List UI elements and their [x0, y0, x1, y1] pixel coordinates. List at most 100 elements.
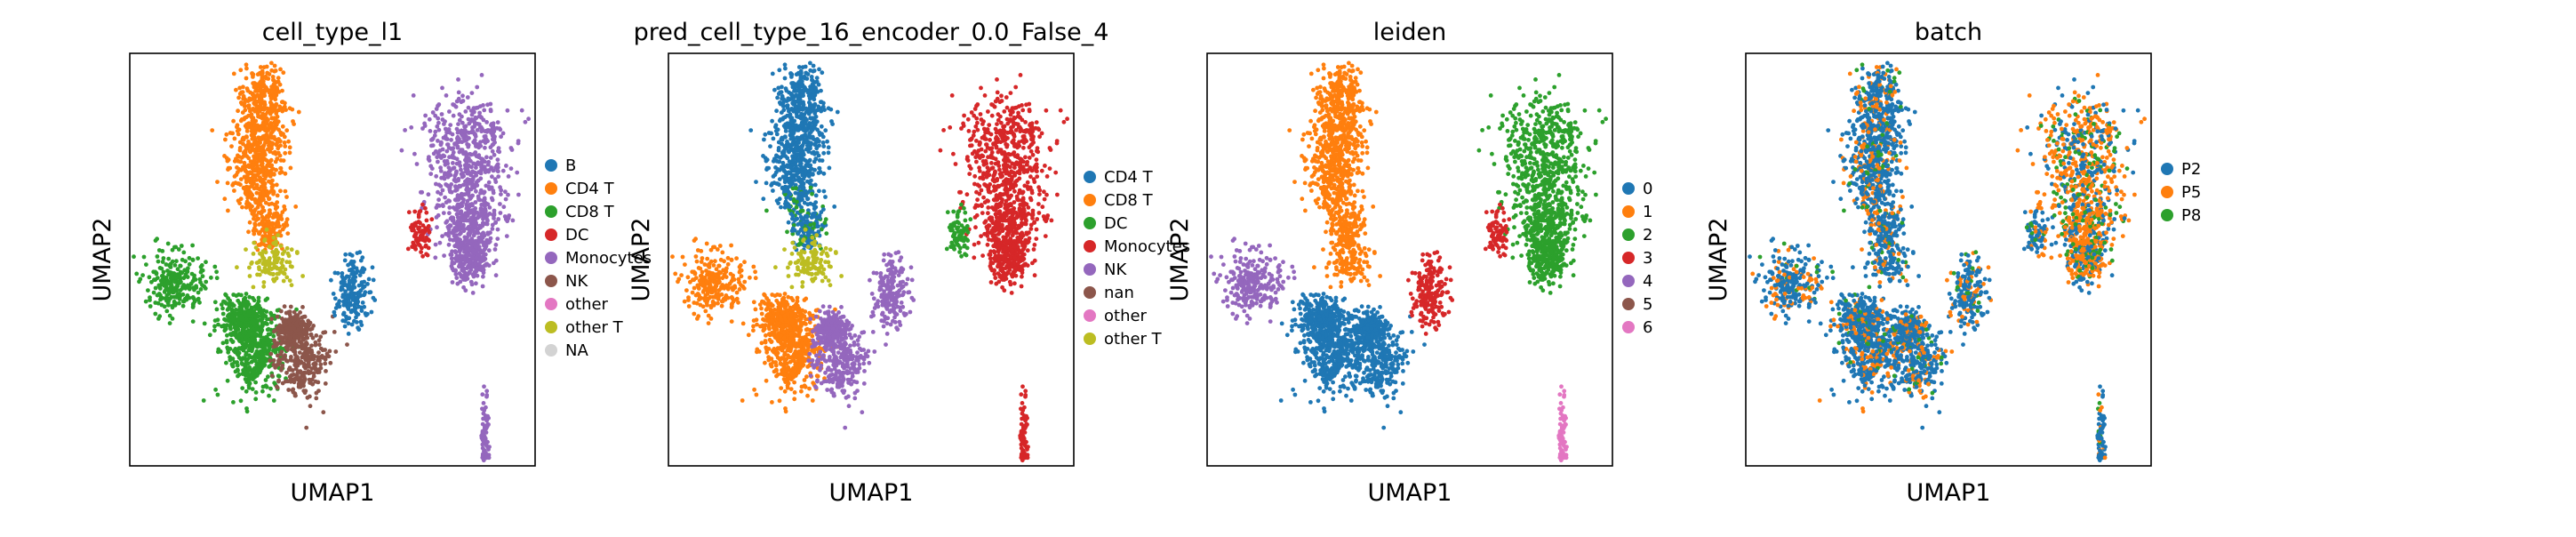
scatter-point — [274, 239, 279, 244]
scatter-point — [800, 256, 805, 261]
scatter-point — [711, 263, 716, 268]
scatter-point — [406, 210, 412, 215]
scatter-point — [825, 253, 830, 259]
scatter-point — [480, 223, 485, 228]
scatter-point — [466, 116, 471, 122]
scatter-point — [260, 79, 266, 84]
scatter-point — [254, 333, 259, 338]
scatter-point — [465, 95, 470, 100]
scatter-point — [680, 254, 685, 260]
scatter-point — [243, 295, 248, 301]
scatter-point — [821, 171, 827, 176]
scatter-point — [301, 389, 307, 393]
scatter-point — [255, 318, 260, 324]
scatter-point — [314, 390, 319, 396]
scatter-point — [252, 147, 258, 152]
scatter-point — [481, 103, 485, 108]
scatter-point — [499, 192, 503, 197]
scatter-point — [283, 100, 287, 106]
scatter-point — [165, 241, 171, 246]
scatter-point — [253, 397, 259, 402]
scatter-point — [801, 183, 805, 188]
scatter-point — [492, 212, 497, 218]
scatter-point — [690, 290, 695, 295]
scatter-point — [748, 128, 754, 133]
scatter-point — [332, 309, 337, 315]
scatter-point — [776, 148, 781, 153]
scatter-point — [333, 349, 339, 354]
scatter-point — [364, 313, 369, 317]
scatter-point — [264, 132, 269, 138]
scatter-point — [153, 311, 158, 317]
scatter-point — [270, 215, 276, 220]
scatter-point — [197, 277, 203, 282]
scatter-point — [231, 318, 236, 324]
scatter-point — [232, 158, 237, 164]
scatter-point — [247, 148, 252, 153]
scatter-point — [287, 278, 292, 283]
scatter-point — [480, 256, 485, 260]
legend-marker — [545, 252, 557, 264]
scatter-point — [436, 182, 442, 188]
scatter-point — [366, 277, 372, 282]
scatter-point — [484, 418, 489, 423]
scatter-point — [459, 167, 463, 172]
scatter-point — [405, 246, 411, 252]
scatter-point — [156, 248, 162, 252]
scatter-point — [230, 131, 235, 136]
scatter-point — [770, 181, 775, 186]
scatter-point — [481, 270, 486, 276]
scatter-point — [447, 155, 452, 160]
scatter-point — [305, 395, 310, 400]
scatter-point — [159, 274, 164, 278]
scatter-point — [289, 357, 294, 363]
scatter-point — [216, 322, 220, 327]
scatter-point — [474, 182, 478, 188]
scatter-point — [355, 297, 360, 302]
scatter-point — [350, 271, 355, 276]
scatter-point — [281, 329, 286, 334]
scatter-point — [354, 270, 359, 276]
scatter-point — [249, 349, 254, 354]
scatter-point — [190, 243, 196, 248]
scatter-point — [819, 252, 824, 256]
scatter-point — [490, 222, 495, 228]
scatter-point — [802, 88, 806, 93]
scatter-point — [177, 292, 182, 296]
scatter-point — [255, 84, 260, 89]
scatter-point — [275, 122, 279, 127]
scatter-point — [804, 213, 810, 219]
scatter-point — [444, 148, 450, 154]
scatter-point — [343, 289, 348, 294]
scatter-point — [815, 224, 820, 229]
scatter-point — [486, 248, 492, 253]
scatter-point — [203, 286, 208, 291]
scatter-point — [286, 388, 292, 392]
scatter-point — [275, 193, 280, 198]
scatter-point — [498, 211, 503, 215]
scatter-point — [422, 238, 428, 244]
scatter-point — [805, 179, 810, 184]
scatter-point — [280, 88, 284, 93]
scatter-point — [278, 143, 283, 148]
scatter-point — [471, 161, 476, 166]
scatter-point — [268, 164, 274, 169]
scatter-point — [796, 108, 801, 113]
scatter-point — [821, 100, 826, 106]
scatter-point — [187, 295, 192, 301]
scatter-point — [212, 264, 218, 269]
scatter-point — [287, 145, 292, 150]
scatter-point — [243, 186, 247, 191]
scatter-point — [271, 398, 276, 403]
scatter-point — [225, 378, 230, 383]
scatter-point — [346, 321, 351, 326]
scatter-point — [225, 333, 229, 338]
scatter-point — [787, 180, 792, 185]
scatter-point — [470, 203, 475, 208]
scatter-point — [225, 345, 230, 350]
legend-item: CD4 T — [545, 180, 615, 198]
scatter-point — [264, 64, 269, 69]
scatter-point — [412, 209, 418, 214]
scatter-point — [185, 269, 190, 274]
scatter-point — [820, 140, 826, 145]
